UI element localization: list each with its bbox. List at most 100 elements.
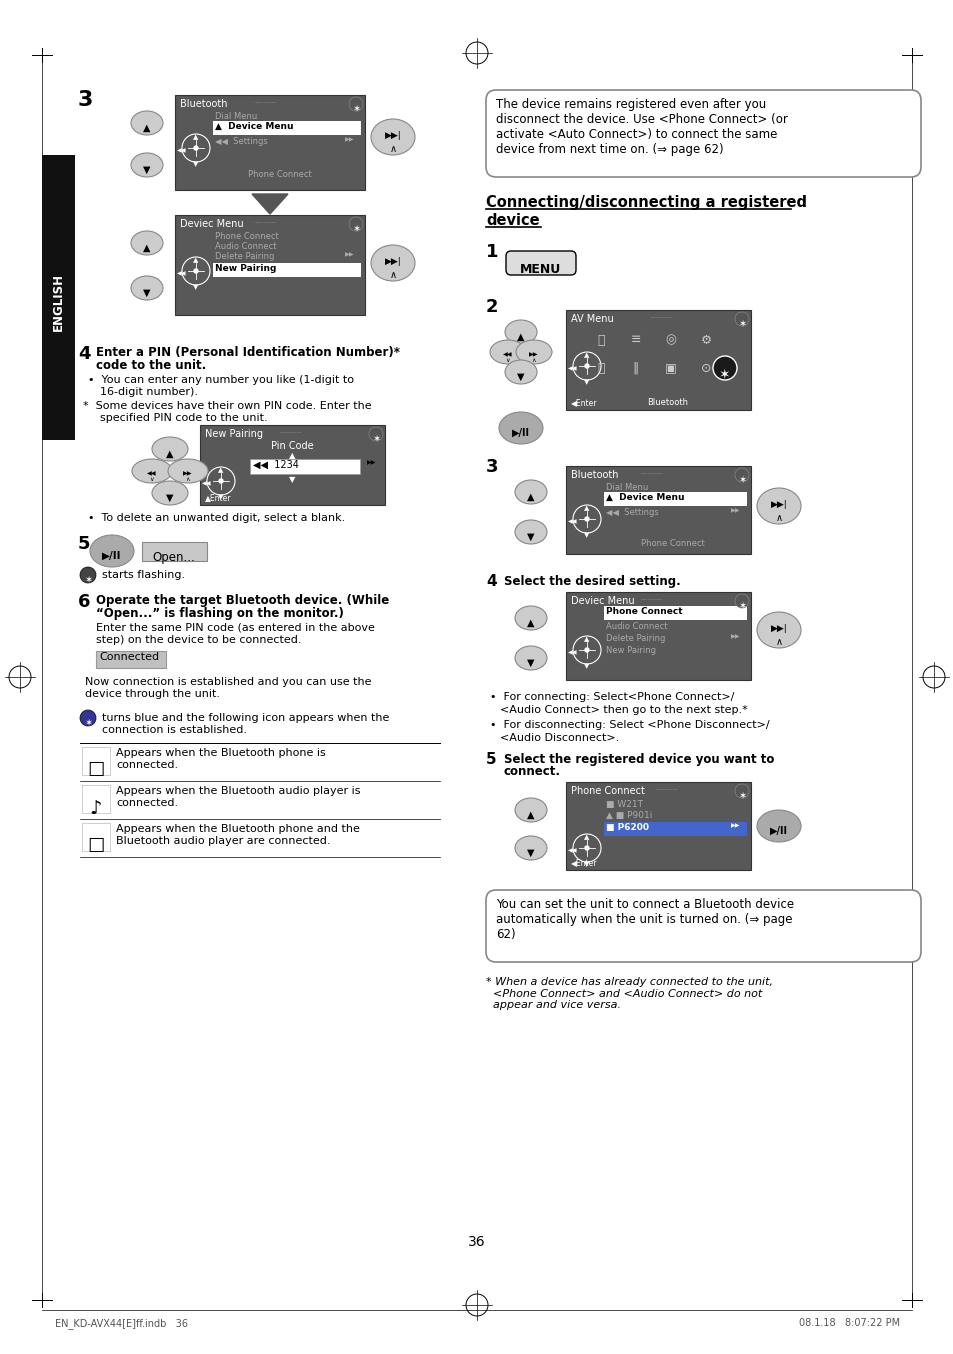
Bar — [603, 822, 746, 835]
Text: ▼: ▼ — [193, 284, 198, 290]
Text: 4: 4 — [485, 574, 497, 589]
Text: device through the unit.: device through the unit. — [85, 689, 220, 699]
Circle shape — [193, 146, 198, 150]
Text: ▼: ▼ — [583, 379, 589, 385]
Bar — [200, 425, 385, 505]
Ellipse shape — [490, 340, 525, 364]
Text: ✶: ✶ — [84, 718, 92, 728]
Text: ▼: ▼ — [527, 658, 535, 668]
Text: •  For disconnecting: Select <Phone Disconnect>/: • For disconnecting: Select <Phone Disco… — [490, 720, 769, 730]
Text: Open...: Open... — [152, 551, 195, 565]
Text: ▲ ■ P901i: ▲ ■ P901i — [605, 811, 652, 821]
Text: Phone Connect: Phone Connect — [640, 539, 704, 548]
FancyBboxPatch shape — [485, 890, 920, 961]
Text: ◀◀  Settings: ◀◀ Settings — [214, 137, 268, 146]
Text: ◀Enter: ◀Enter — [571, 858, 597, 867]
Text: connection is established.: connection is established. — [102, 724, 247, 735]
Text: ▶▶|: ▶▶| — [770, 500, 786, 509]
Bar — [603, 492, 746, 506]
Text: ▲: ▲ — [218, 467, 223, 473]
Text: device: device — [485, 213, 539, 227]
Bar — [42, 154, 75, 440]
Circle shape — [584, 517, 588, 521]
Text: ✶: ✶ — [352, 223, 359, 234]
Ellipse shape — [131, 276, 163, 301]
Text: ---------: --------- — [656, 787, 678, 792]
Text: ≡: ≡ — [630, 333, 640, 347]
Text: ▼: ▼ — [218, 494, 223, 500]
Text: Now connection is established and you can use the: Now connection is established and you ca… — [85, 677, 371, 686]
Ellipse shape — [168, 459, 208, 483]
Text: ◀◀  1234: ◀◀ 1234 — [253, 460, 298, 470]
Text: ▼: ▼ — [527, 532, 535, 542]
Text: ---------: --------- — [640, 470, 662, 477]
Bar — [565, 783, 750, 871]
Text: 6: 6 — [78, 593, 91, 611]
Text: Phone Connect: Phone Connect — [605, 607, 682, 616]
Ellipse shape — [371, 245, 415, 282]
Text: ◀◀: ◀◀ — [177, 271, 187, 276]
Text: ✶: ✶ — [84, 575, 92, 585]
Text: MENU: MENU — [519, 263, 561, 276]
Text: 08.1.18   8:07:22 PM: 08.1.18 8:07:22 PM — [798, 1317, 899, 1328]
Text: EN_KD-AVX44[E]ff.indb   36: EN_KD-AVX44[E]ff.indb 36 — [55, 1317, 188, 1328]
Text: Enter a PIN (Personal Identification Number)*: Enter a PIN (Personal Identification Num… — [96, 347, 399, 359]
Text: Appears when the Bluetooth audio player is
connected.: Appears when the Bluetooth audio player … — [116, 787, 360, 807]
Circle shape — [734, 468, 748, 482]
Circle shape — [349, 97, 363, 111]
Text: Pin Code: Pin Code — [271, 441, 313, 451]
Text: ▲: ▲ — [527, 492, 535, 502]
Text: Phone Connect: Phone Connect — [248, 171, 312, 179]
Text: ▼: ▼ — [289, 475, 294, 483]
Ellipse shape — [515, 481, 546, 504]
Text: ◀◀: ◀◀ — [568, 848, 578, 853]
Ellipse shape — [498, 412, 542, 444]
Text: ▶▶: ▶▶ — [345, 252, 355, 257]
Text: ▼: ▼ — [527, 848, 535, 858]
Bar — [142, 542, 207, 561]
Text: ▲: ▲ — [193, 134, 198, 139]
Bar — [250, 459, 359, 474]
Text: ▶▶: ▶▶ — [730, 823, 740, 829]
Text: ✶: ✶ — [738, 601, 745, 611]
Text: Operate the target Bluetooth device. (While: Operate the target Bluetooth device. (Wh… — [96, 594, 389, 607]
Polygon shape — [252, 194, 288, 214]
Text: ---------: --------- — [280, 429, 302, 435]
Ellipse shape — [131, 111, 163, 135]
Text: “Open...” is flashing on the monitor.): “Open...” is flashing on the monitor.) — [96, 607, 343, 620]
Text: New Pairing: New Pairing — [605, 646, 656, 655]
Text: ▼: ▼ — [517, 372, 524, 382]
Text: ▼: ▼ — [143, 165, 151, 175]
Text: ▶▶: ▶▶ — [730, 634, 740, 639]
Text: Bluetooth: Bluetooth — [571, 470, 618, 481]
Circle shape — [584, 364, 588, 368]
Text: ◀◀
∨: ◀◀ ∨ — [147, 471, 156, 482]
Circle shape — [584, 649, 588, 653]
Bar — [174, 215, 365, 315]
Text: Bluetooth: Bluetooth — [647, 398, 688, 408]
Circle shape — [712, 356, 737, 380]
Bar — [82, 747, 110, 774]
Bar — [213, 263, 360, 278]
Circle shape — [369, 427, 382, 441]
Text: ▶▶|: ▶▶| — [770, 624, 786, 634]
Text: ▶▶|: ▶▶| — [384, 257, 401, 265]
Text: ☐: ☐ — [87, 837, 105, 856]
Text: ✶: ✶ — [738, 475, 745, 485]
Ellipse shape — [131, 232, 163, 255]
Text: ▲: ▲ — [527, 617, 535, 628]
Text: Audio Connect: Audio Connect — [605, 621, 667, 631]
Ellipse shape — [757, 612, 801, 649]
Text: ♪: ♪ — [90, 799, 102, 818]
Text: ▼: ▼ — [583, 663, 589, 669]
Text: ▲: ▲ — [583, 352, 589, 357]
Text: Bluetooth: Bluetooth — [180, 99, 227, 110]
Text: Dial Menu: Dial Menu — [605, 483, 648, 492]
Ellipse shape — [371, 119, 415, 154]
FancyBboxPatch shape — [505, 250, 576, 275]
Circle shape — [734, 594, 748, 608]
Text: ▶▶: ▶▶ — [367, 460, 376, 464]
Text: ✶: ✶ — [372, 435, 379, 444]
Text: New Pairing: New Pairing — [205, 429, 263, 439]
Circle shape — [80, 709, 96, 726]
